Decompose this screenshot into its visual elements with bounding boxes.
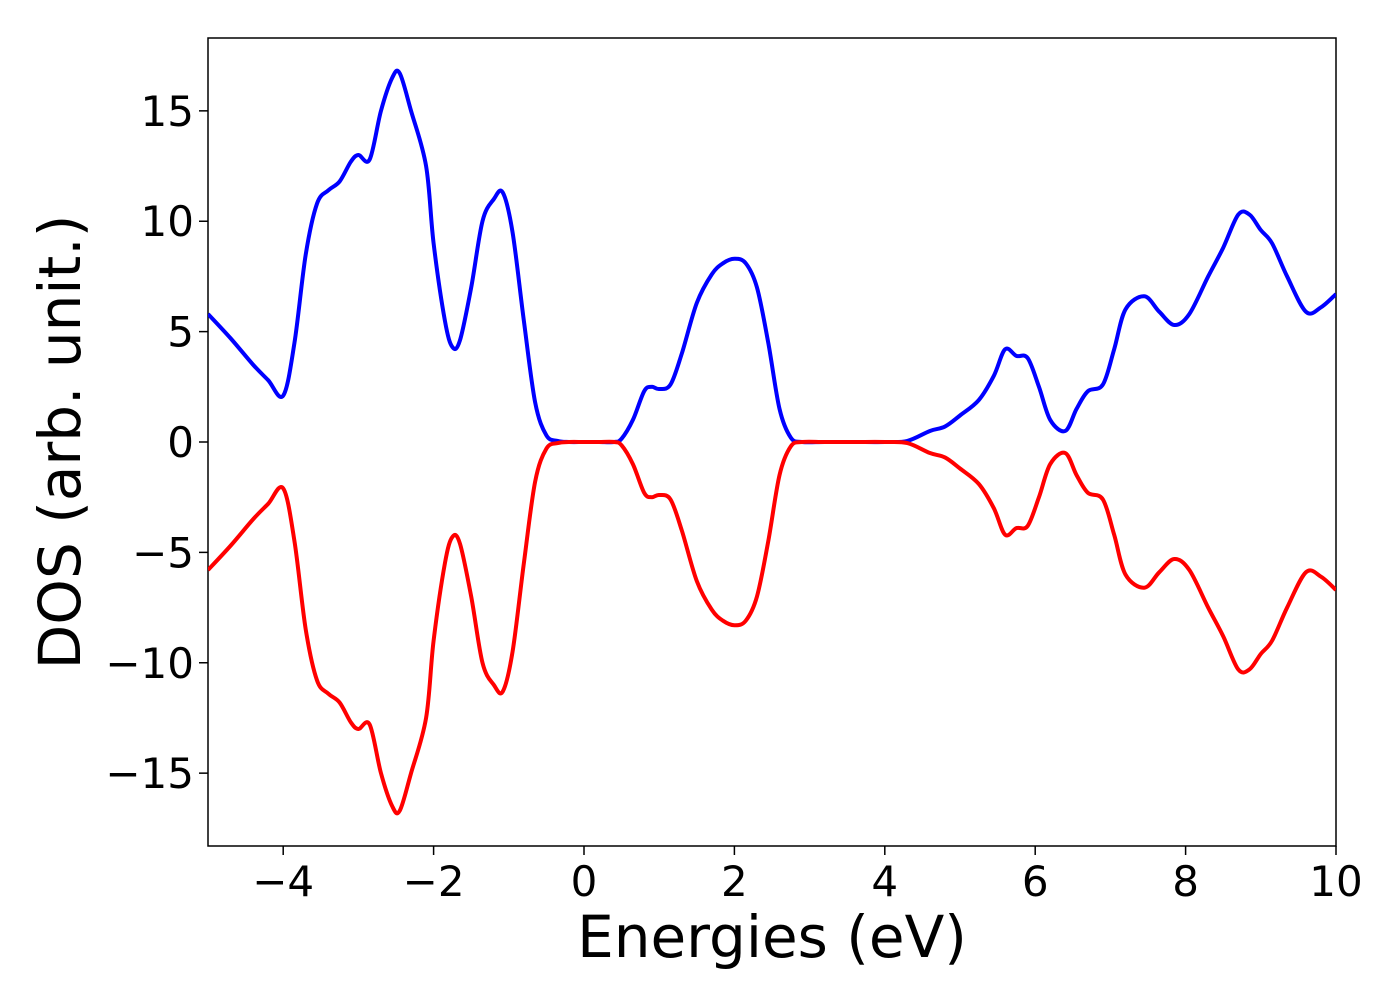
y-tick-label: 0 xyxy=(167,418,194,467)
y-tick-label: 15 xyxy=(141,87,194,136)
x-tick-label: 6 xyxy=(1022,857,1049,906)
y-tick-label: −10 xyxy=(105,639,194,688)
plot-frame xyxy=(207,37,1337,847)
series-layer xyxy=(208,68,1336,816)
x-tick-label: 8 xyxy=(1172,857,1199,906)
x-tick-label: 0 xyxy=(571,857,598,906)
y-axis-ticks: 15 10 5 0 −5 −10 −15 xyxy=(105,87,208,798)
series-line-positive xyxy=(208,68,1336,445)
y-tick-label: −15 xyxy=(105,749,194,798)
x-tick-label: 4 xyxy=(871,857,898,906)
series-line-negative xyxy=(208,439,1336,816)
y-tick-label: 10 xyxy=(141,197,194,246)
x-axis-title: Energies (eV) xyxy=(577,903,967,971)
y-tick-label: −5 xyxy=(132,528,194,577)
x-axis-ticks: −4 −2 0 2 4 6 8 10 xyxy=(252,846,1363,906)
x-tick-label: −4 xyxy=(252,857,314,906)
y-tick-label: 5 xyxy=(167,308,194,357)
x-tick-label: −2 xyxy=(403,857,465,906)
x-tick-label: 10 xyxy=(1309,857,1362,906)
x-tick-label: 2 xyxy=(721,857,748,906)
y-axis-title: DOS (arb. unit.) xyxy=(26,215,94,670)
